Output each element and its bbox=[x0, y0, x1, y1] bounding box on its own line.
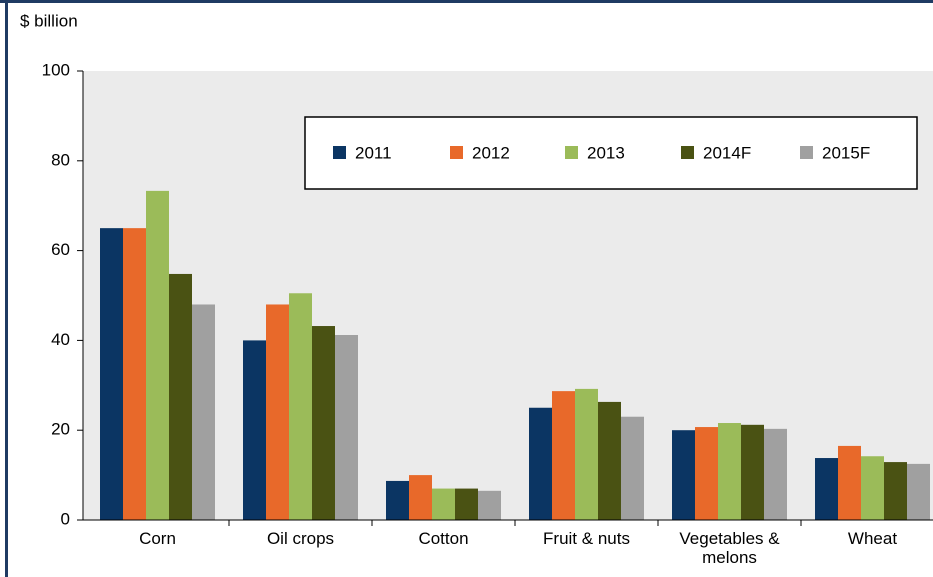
bar bbox=[884, 462, 907, 520]
bar bbox=[672, 430, 695, 520]
bar bbox=[718, 423, 741, 520]
y-tick-label: 40 bbox=[51, 330, 70, 349]
bar bbox=[907, 463, 930, 520]
legend-swatch bbox=[800, 146, 813, 159]
bar bbox=[335, 335, 358, 520]
bar bbox=[243, 340, 266, 520]
bar bbox=[741, 424, 764, 520]
bar bbox=[192, 304, 215, 520]
x-tick-label: Fruit & nuts bbox=[543, 529, 630, 548]
frame-left bbox=[5, 0, 8, 577]
bar bbox=[815, 458, 838, 520]
bar bbox=[289, 293, 312, 520]
x-tick-label: Oil crops bbox=[266, 529, 335, 548]
legend-label: 2015F bbox=[822, 143, 870, 162]
legend-label: 2013 bbox=[587, 143, 625, 162]
bar bbox=[598, 401, 621, 520]
legend-swatch bbox=[450, 146, 463, 159]
y-axis-label: $ billion bbox=[20, 11, 78, 30]
legend-swatch bbox=[681, 146, 694, 159]
legend-swatch bbox=[565, 146, 578, 159]
bar bbox=[861, 456, 884, 520]
frame-top bbox=[0, 0, 933, 3]
bar bbox=[455, 488, 478, 520]
bar bbox=[312, 326, 335, 520]
bar bbox=[575, 388, 598, 520]
x-tick-label: Wheat bbox=[847, 529, 898, 548]
bar bbox=[838, 445, 861, 520]
x-tick-label: Vegetables & melons bbox=[679, 529, 780, 567]
bar bbox=[123, 228, 146, 520]
legend-label: 2011 bbox=[355, 143, 392, 162]
x-tick-label: Corn bbox=[139, 529, 176, 548]
bar bbox=[552, 391, 575, 520]
y-tick-label: 20 bbox=[51, 420, 70, 439]
bar bbox=[100, 228, 123, 520]
legend-label: 2012 bbox=[472, 143, 510, 162]
bar bbox=[169, 273, 192, 520]
bar bbox=[478, 490, 501, 520]
legend-swatch bbox=[333, 146, 346, 159]
y-tick-label: 100 bbox=[42, 60, 70, 79]
bar bbox=[146, 190, 169, 520]
legend-label: 2014F bbox=[703, 143, 751, 162]
y-tick-label: 0 bbox=[61, 509, 70, 528]
bar bbox=[695, 427, 718, 520]
bar bbox=[386, 480, 409, 520]
legend-box bbox=[304, 116, 918, 190]
bar bbox=[764, 428, 787, 520]
bar bbox=[432, 488, 455, 520]
y-tick-label: 80 bbox=[51, 150, 70, 169]
y-tick-label: 60 bbox=[51, 240, 70, 259]
x-tick-label: Cotton bbox=[418, 529, 469, 548]
bar bbox=[529, 407, 552, 520]
bar bbox=[409, 475, 432, 520]
bar bbox=[621, 416, 644, 520]
bar bbox=[266, 304, 289, 520]
